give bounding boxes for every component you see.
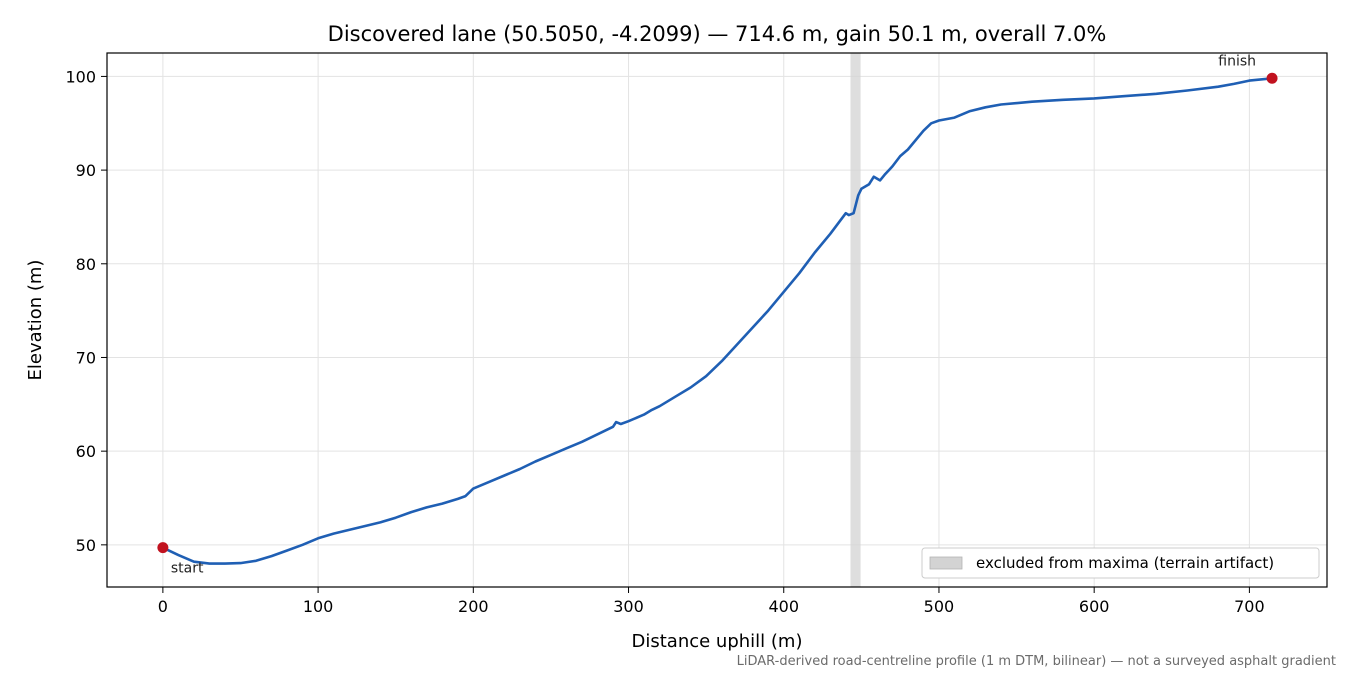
x-tick-label: 200 [458,597,489,616]
finish-label: finish [1218,53,1256,69]
y-tick-label: 70 [76,348,96,367]
grid [107,53,1327,587]
y-axis-label: Elevation (m) [25,260,46,381]
legend-label: excluded from maxima (terrain artifact) [976,554,1274,572]
start-marker [157,542,169,554]
x-tick-label: 500 [924,597,955,616]
start-label: start [171,561,204,577]
x-tick-label: 100 [303,597,334,616]
plot-area-frame [106,52,1328,588]
y-tick-label: 80 [76,255,96,274]
x-tick-label: 600 [1079,597,1110,616]
x-axis-label: Distance uphill (m) [632,631,803,652]
legend: excluded from maxima (terrain artifact) [921,547,1320,579]
chart-title: Discovered lane (50.5050, -4.2099) — 714… [328,22,1107,46]
elevation-line [162,77,1273,565]
legend-swatch [929,556,963,570]
excluded-region-band [850,53,861,587]
y-tick-label: 90 [76,161,96,180]
x-tick-label: 400 [768,597,799,616]
footnote: LiDAR-derived road-centreline profile (1… [737,654,1336,669]
y-tick-label: 60 [76,442,96,461]
x-tick-label: 0 [158,597,168,616]
y-tick-label: 100 [65,67,96,86]
x-tick-label: 300 [613,597,644,616]
y-tick-label: 50 [76,536,96,555]
endpoint-markers: start finish [157,53,1278,577]
finish-marker [1266,72,1278,84]
legend-box [921,547,1320,579]
x-tick-label: 700 [1234,597,1265,616]
axis-ticks: 0 100 200 300 400 500 600 700 50 60 70 80 90 100 [65,67,1264,616]
